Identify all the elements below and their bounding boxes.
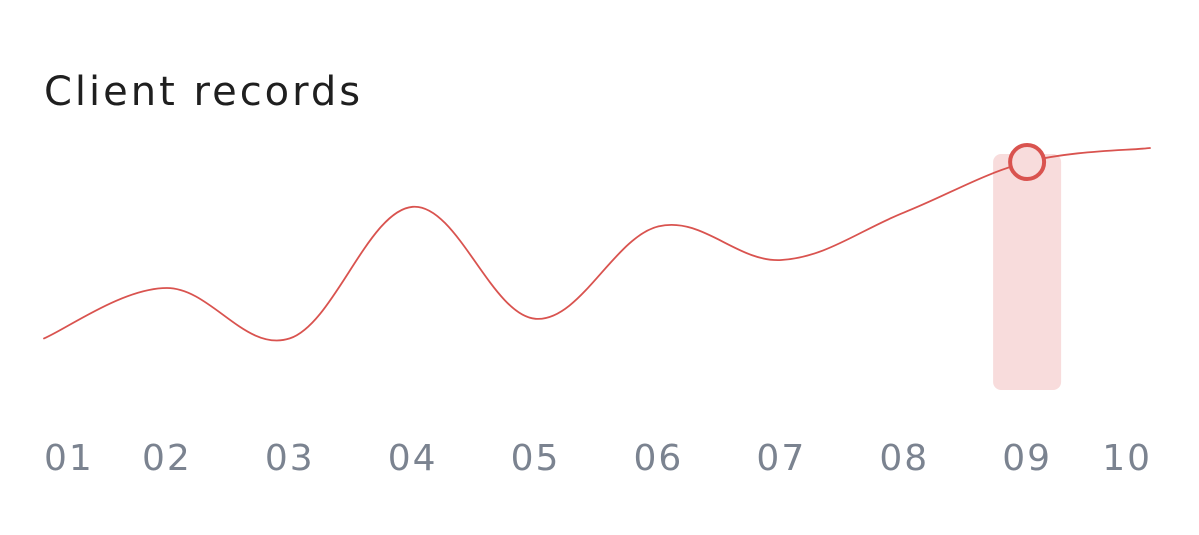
data-point-layer <box>41 143 1153 341</box>
series-line-layer <box>43 147 1151 342</box>
data-point-09[interactable] <box>1008 143 1047 181</box>
data-point-10 <box>1147 145 1153 151</box>
data-point-02 <box>164 285 170 291</box>
data-point-08 <box>901 209 907 215</box>
x-tick-label-06: 06 <box>634 438 684 479</box>
x-tick-label-01: 01 <box>44 438 94 479</box>
highlight-band <box>993 154 1062 390</box>
x-axis-ticks: 01 02 03 04 05 06 07 08 09 10 <box>44 438 1152 479</box>
chart-title: Client records <box>44 69 364 115</box>
x-tick-label-08: 08 <box>879 438 929 479</box>
data-point-03 <box>287 335 293 341</box>
x-tick-label-09: 09 <box>1002 438 1052 479</box>
series-line <box>43 147 1151 342</box>
x-tick-label-04: 04 <box>388 438 438 479</box>
x-tick-label-02: 02 <box>142 438 192 479</box>
data-point-07 <box>778 257 784 263</box>
x-tick-label-10: 10 <box>1102 438 1152 479</box>
data-point-01 <box>41 335 47 341</box>
data-point-04 <box>410 204 416 210</box>
data-point-05 <box>533 316 539 322</box>
x-tick-label-05: 05 <box>511 438 561 479</box>
x-tick-label-03: 03 <box>265 438 315 479</box>
highlight-layer <box>993 154 1062 390</box>
x-tick-label-07: 07 <box>756 438 806 479</box>
data-point-06 <box>655 223 661 229</box>
